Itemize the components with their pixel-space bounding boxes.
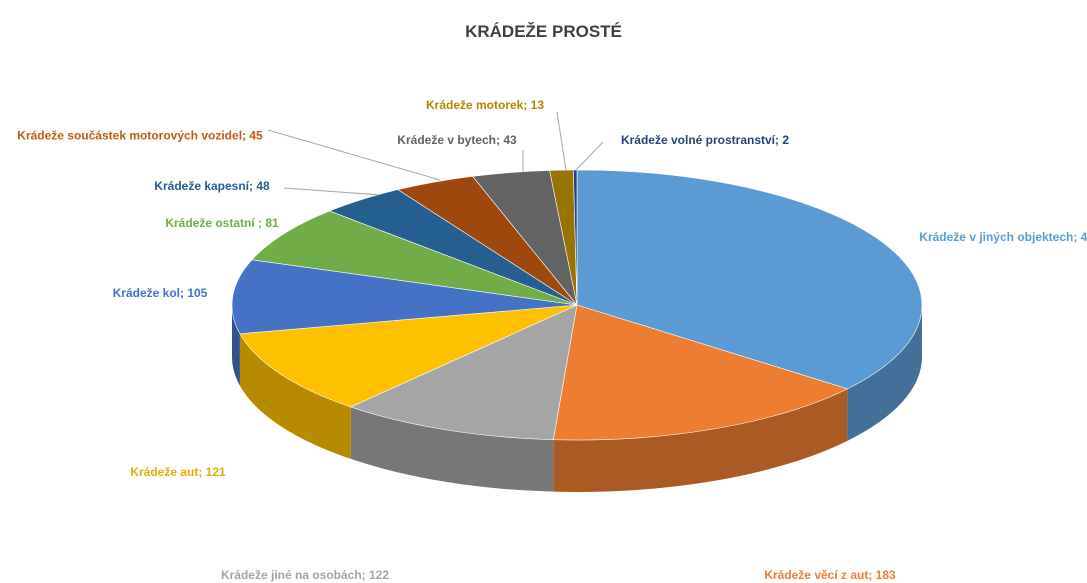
slice: [552, 304, 849, 441]
chart-title: KRÁDEŽE PROSTÉ: [465, 22, 622, 41]
data-label: Krádeže v jiných objektech; 423: [919, 230, 1087, 244]
slice-side: [232, 305, 240, 386]
slice: [349, 304, 578, 440]
data-label: Krádeže aut; 121: [130, 465, 226, 479]
data-label: Krádeže jiné na osobách; 122: [220, 568, 390, 582]
slice: [251, 210, 578, 306]
data-label: Krádeže věcí z aut; 183: [764, 568, 896, 582]
leader-line: [283, 187, 396, 197]
data-label: Krádeže motorek; 13: [425, 98, 545, 112]
data-label: Krádeže volné prostranství; 2: [620, 133, 790, 147]
data-label: Krádeže kol; 105: [112, 286, 208, 300]
data-label: Krádeže kapesní; 48: [154, 179, 270, 193]
slice-side: [350, 406, 554, 492]
slice: [239, 304, 578, 408]
slice: [576, 169, 923, 390]
data-label: Krádeže součástek motorových vozidel; 45: [17, 128, 263, 143]
slice: [231, 259, 578, 335]
slice-side: [553, 388, 848, 492]
slice: [573, 169, 578, 306]
data-label: Krádeže v bytech; 43: [397, 133, 517, 147]
data-label: Krádeže ostatní ; 81: [165, 216, 279, 230]
leader-line: [556, 111, 567, 171]
leader-line: [267, 129, 441, 181]
pie: [231, 169, 923, 492]
slice-side: [847, 305, 922, 441]
leader-line: [575, 141, 604, 171]
